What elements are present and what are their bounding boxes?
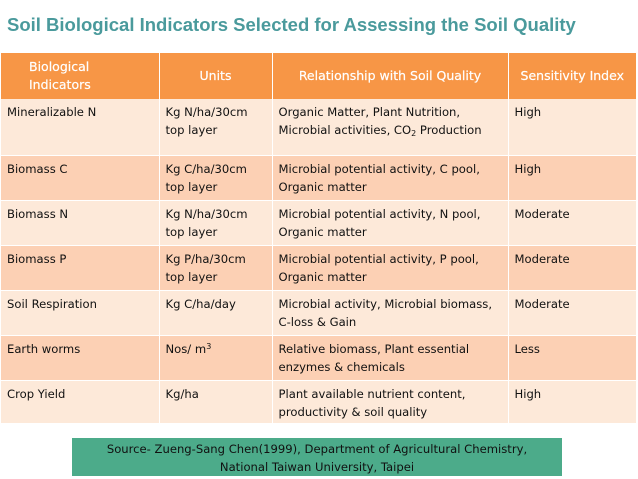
- cell-sensitivity: Moderate: [508, 290, 636, 336]
- cell-indicator: Biomass P: [1, 245, 160, 291]
- cell-units: Kg N/ha/30cm top layer: [159, 200, 273, 246]
- header-biological-indicators: Biological Indicators: [1, 53, 160, 99]
- cell-indicator: Biomass C: [1, 155, 160, 201]
- table-row: Biomass P Kg P/ha/30cm top layer Microbi…: [1, 245, 636, 291]
- cell-relationship: Plant available nutrient content, produc…: [272, 380, 509, 424]
- cell-indicator: Earth worms: [1, 335, 160, 381]
- relationship-text: Organic Matter, Plant Nutrition, Microbi…: [278, 105, 461, 137]
- cell-sensitivity: High: [508, 99, 636, 156]
- table-row: Soil Respiration Kg C/ha/day Microbial a…: [1, 290, 636, 336]
- cell-relationship: Microbial potential activity, P pool, Or…: [272, 245, 509, 291]
- subscript-text: 2: [411, 129, 417, 138]
- cell-relationship: Microbial potential activity, N pool, Or…: [272, 200, 509, 246]
- slide-title: Soil Biological Indicators Selected for …: [7, 14, 576, 35]
- indicators-table: Biological Indicators Units Relationship…: [1, 53, 636, 424]
- cell-units: Kg C/ha/30cm top layer: [159, 155, 273, 201]
- header-relationship: Relationship with Soil Quality: [272, 53, 509, 99]
- source-line-2: National Taiwan University, Taipei: [219, 460, 415, 474]
- cell-indicator: Mineralizable N: [1, 99, 160, 156]
- table-row: Biomass N Kg N/ha/30cm top layer Microbi…: [1, 200, 636, 246]
- units-text: Nos/ m: [165, 342, 207, 356]
- superscript-text: 3: [206, 342, 212, 351]
- relationship-tail-text: Production: [416, 123, 482, 137]
- cell-sensitivity: Moderate: [508, 245, 636, 291]
- source-line-1: Source- Zueng-Sang Chen(1999), Departmen…: [106, 442, 528, 456]
- cell-sensitivity: Moderate: [508, 200, 636, 246]
- table-row: Mineralizable N Kg N/ha/30cm top layer O…: [1, 99, 636, 156]
- table-row: Biomass C Kg C/ha/30cm top layer Microbi…: [1, 155, 636, 201]
- cell-relationship: Relative biomass, Plant essential enzyme…: [272, 335, 509, 381]
- cell-units: Kg C/ha/day: [159, 290, 273, 336]
- table-row: Crop Yield Kg/ha Plant available nutrien…: [1, 380, 636, 424]
- source-citation: Source- Zueng-Sang Chen(1999), Departmen…: [72, 438, 562, 476]
- header-sensitivity-index: Sensitivity Index: [508, 53, 636, 99]
- cell-units: Kg P/ha/30cm top layer: [159, 245, 273, 291]
- cell-relationship: Organic Matter, Plant Nutrition, Microbi…: [272, 99, 509, 156]
- cell-units: Kg N/ha/30cm top layer: [159, 99, 273, 156]
- cell-units: Nos/ m3: [159, 335, 273, 381]
- cell-relationship: Microbial activity, Microbial biomass, C…: [272, 290, 509, 336]
- cell-relationship: Microbial potential activity, C pool, Or…: [272, 155, 509, 201]
- cell-units: Kg/ha: [159, 380, 273, 424]
- cell-sensitivity: High: [508, 380, 636, 424]
- cell-sensitivity: High: [508, 155, 636, 201]
- header-units: Units: [159, 53, 273, 99]
- table-header-row: Biological Indicators Units Relationship…: [1, 53, 636, 99]
- cell-indicator: Biomass N: [1, 200, 160, 246]
- cell-indicator: Crop Yield: [1, 380, 160, 424]
- table-row: Earth worms Nos/ m3 Relative biomass, Pl…: [1, 335, 636, 381]
- cell-sensitivity: Less: [508, 335, 636, 381]
- cell-indicator: Soil Respiration: [1, 290, 160, 336]
